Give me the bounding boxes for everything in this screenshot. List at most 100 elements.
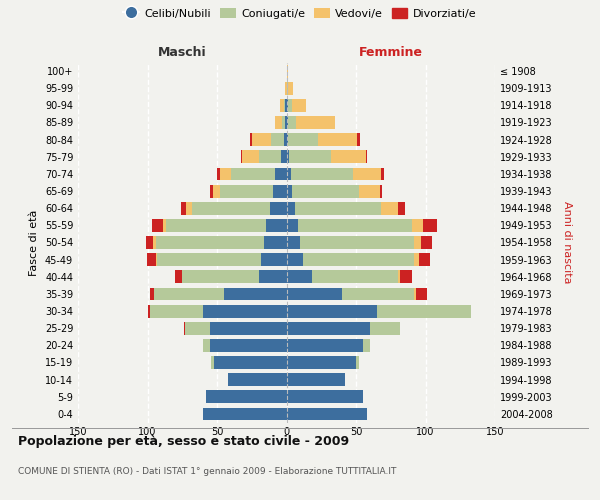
Bar [285, 82, 287, 94]
Bar [181, 202, 187, 214]
Bar [283, 116, 285, 129]
Bar [377, 304, 472, 318]
Bar [266, 219, 287, 232]
Bar [363, 339, 370, 352]
Bar [289, 150, 331, 163]
Bar [287, 150, 289, 163]
Bar [148, 304, 150, 318]
Bar [295, 202, 381, 214]
Bar [275, 168, 287, 180]
Bar [192, 202, 270, 214]
Bar [284, 99, 285, 112]
Bar [163, 219, 166, 232]
Text: Femmine: Femmine [359, 46, 423, 59]
Bar [342, 288, 415, 300]
Bar [271, 133, 284, 146]
Bar [288, 99, 292, 112]
Bar [287, 390, 363, 403]
Bar [421, 236, 433, 249]
Bar [287, 133, 288, 146]
Bar [284, 133, 287, 146]
Bar [206, 390, 287, 403]
Bar [415, 288, 416, 300]
Bar [148, 253, 156, 266]
Bar [231, 168, 275, 180]
Bar [380, 184, 382, 198]
Bar [366, 150, 367, 163]
Bar [353, 168, 381, 180]
Bar [398, 270, 400, 283]
Bar [301, 236, 415, 249]
Bar [285, 99, 287, 112]
Bar [288, 82, 293, 94]
Bar [287, 339, 363, 352]
Text: Maschi: Maschi [158, 46, 206, 59]
Bar [287, 99, 288, 112]
Bar [281, 150, 287, 163]
Bar [412, 219, 423, 232]
Bar [287, 168, 290, 180]
Bar [358, 133, 360, 146]
Bar [220, 168, 231, 180]
Bar [220, 184, 272, 198]
Bar [296, 116, 335, 129]
Bar [287, 373, 345, 386]
Bar [287, 202, 295, 214]
Bar [175, 270, 182, 283]
Bar [154, 288, 224, 300]
Bar [150, 304, 203, 318]
Bar [400, 270, 412, 283]
Bar [370, 322, 400, 334]
Bar [152, 219, 163, 232]
Bar [150, 288, 154, 300]
Bar [292, 99, 306, 112]
Bar [224, 288, 287, 300]
Bar [287, 64, 288, 78]
Bar [287, 116, 288, 129]
Bar [359, 184, 380, 198]
Bar [259, 270, 287, 283]
Bar [288, 116, 296, 129]
Bar [381, 202, 398, 214]
Bar [311, 270, 398, 283]
Bar [153, 236, 156, 249]
Bar [187, 202, 192, 214]
Bar [241, 150, 242, 163]
Bar [423, 219, 437, 232]
Legend: Celibi/Nubili, Coniugati/e, Vedovi/e, Divorziati/e: Celibi/Nubili, Coniugati/e, Vedovi/e, Di… [121, 6, 479, 21]
Bar [287, 304, 377, 318]
Bar [415, 236, 421, 249]
Bar [214, 356, 287, 369]
Text: COMUNE DI STIENTA (RO) - Dati ISTAT 1° gennaio 2009 - Elaborazione TUTTITALIA.IT: COMUNE DI STIENTA (RO) - Dati ISTAT 1° g… [18, 468, 397, 476]
Bar [213, 184, 220, 198]
Bar [287, 184, 292, 198]
Bar [185, 322, 210, 334]
Bar [157, 253, 262, 266]
Bar [210, 322, 287, 334]
Bar [250, 133, 252, 146]
Bar [287, 408, 367, 420]
Bar [210, 184, 213, 198]
Bar [415, 253, 419, 266]
Bar [287, 270, 311, 283]
Bar [203, 304, 287, 318]
Bar [287, 356, 356, 369]
Bar [156, 236, 264, 249]
Bar [275, 116, 283, 129]
Bar [287, 219, 298, 232]
Bar [287, 288, 342, 300]
Bar [331, 150, 366, 163]
Bar [272, 184, 287, 198]
Bar [416, 288, 427, 300]
Bar [228, 373, 287, 386]
Y-axis label: Fasce di età: Fasce di età [29, 210, 39, 276]
Bar [298, 219, 412, 232]
Bar [210, 339, 287, 352]
Bar [146, 236, 153, 249]
Bar [156, 253, 157, 266]
Bar [262, 253, 287, 266]
Y-axis label: Anni di nascita: Anni di nascita [562, 201, 572, 284]
Bar [290, 168, 353, 180]
Bar [381, 168, 384, 180]
Bar [259, 150, 281, 163]
